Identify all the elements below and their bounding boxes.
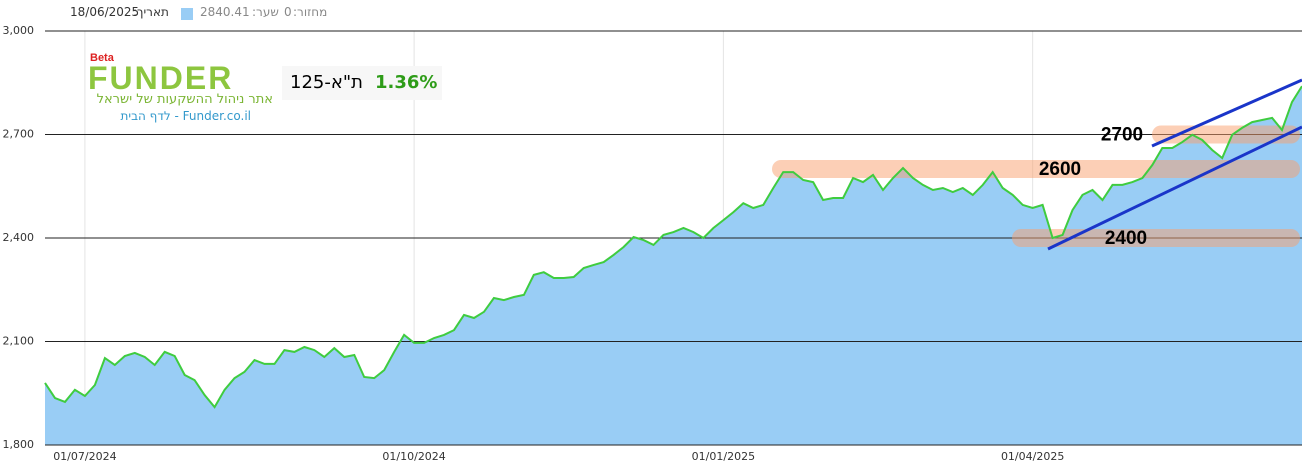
date: 18/06/2025 bbox=[70, 5, 140, 19]
x-tick-label: 01/04/2025 bbox=[1001, 450, 1064, 463]
y-tick-label: 3,000 bbox=[3, 24, 35, 37]
index-box: ת"א-125 1.36% bbox=[282, 66, 442, 100]
logo-tagline: אתר ניהול ההשקעות של ישראל bbox=[96, 92, 273, 107]
y-tick-label: 1,800 bbox=[3, 438, 35, 451]
level-label: 2600 bbox=[1039, 159, 1081, 180]
price: 2840.41 bbox=[200, 5, 250, 19]
x-tick-label: 01/01/2025 bbox=[692, 450, 755, 463]
level-band bbox=[1152, 125, 1300, 144]
index-change: 1.36% bbox=[375, 72, 438, 93]
area-fill bbox=[45, 86, 1302, 445]
home-link[interactable]: Funder.co.il - לדף הבית bbox=[120, 109, 252, 123]
level-band bbox=[1012, 229, 1300, 247]
volume-label: מחזור: bbox=[293, 5, 328, 19]
y-tick-label: 2,700 bbox=[3, 128, 35, 141]
level-band bbox=[772, 160, 1300, 178]
trend-line bbox=[1047, 125, 1302, 251]
logo-name: FUNDER bbox=[88, 60, 234, 96]
volume: 0 bbox=[284, 5, 292, 19]
x-tick-label: 01/07/2024 bbox=[53, 450, 116, 463]
date-label: תאריך: bbox=[133, 5, 169, 19]
logo[interactable]: Beta FUNDER אתר ניהול ההשקעות של ישראל F… bbox=[88, 52, 273, 126]
y-tick-label: 2,400 bbox=[3, 231, 35, 244]
y-tick-label: 2,100 bbox=[3, 335, 35, 348]
price-label: שער: bbox=[252, 5, 279, 19]
index-name: ת"א-125 bbox=[290, 72, 363, 93]
level-label: 2700 bbox=[1101, 125, 1143, 146]
legend-swatch bbox=[181, 8, 193, 20]
logo-beta: Beta bbox=[90, 52, 114, 64]
trend-line bbox=[1151, 78, 1302, 148]
price-line bbox=[44, 85, 1302, 409]
level-label: 2400 bbox=[1105, 228, 1147, 249]
x-tick-label: 01/10/2024 bbox=[382, 450, 445, 463]
